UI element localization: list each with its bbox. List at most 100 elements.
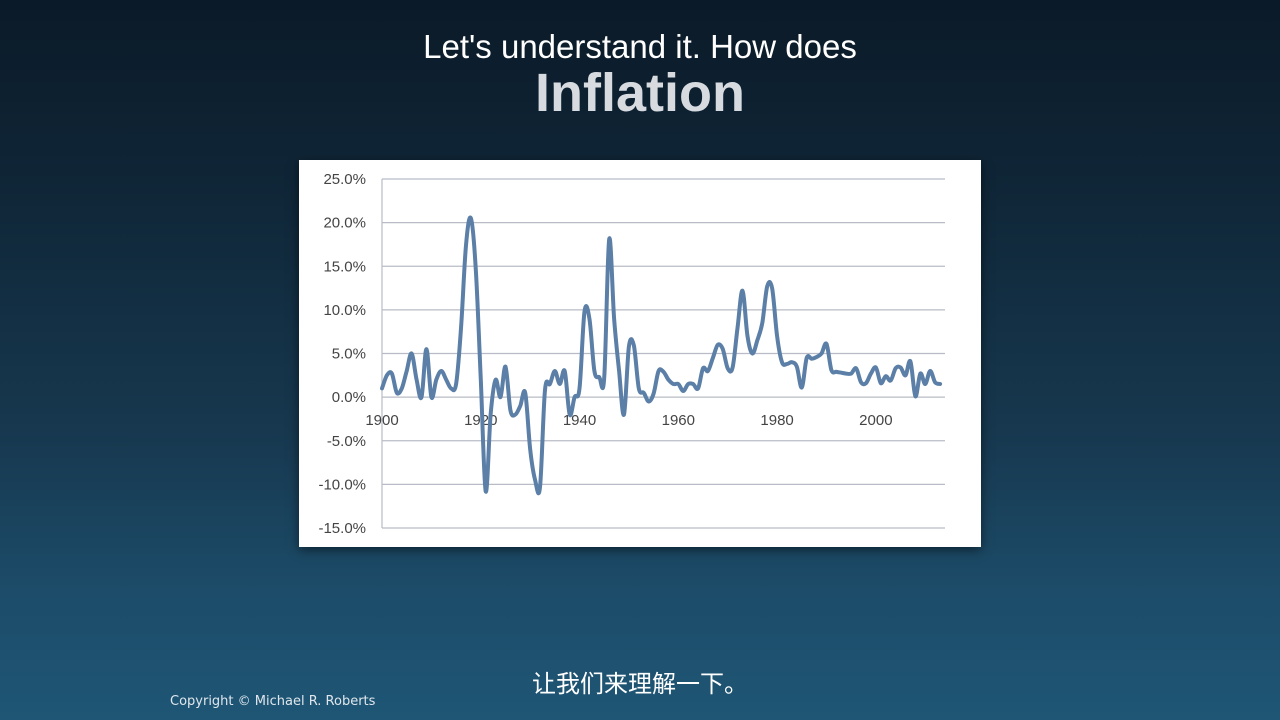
data-point-1923: [494, 379, 496, 381]
data-point-2001: [880, 382, 882, 384]
data-point-1975: [751, 352, 753, 354]
data-point-1990: [825, 343, 827, 345]
data-point-1921: [485, 490, 487, 492]
data-point-1925: [504, 365, 506, 367]
data-point-1939: [573, 396, 575, 398]
data-point-1912: [440, 370, 442, 372]
data-point-1933: [544, 389, 546, 391]
x-tick-label: 1980: [760, 412, 793, 429]
data-point-1984: [796, 365, 798, 367]
data-point-1982: [786, 363, 788, 365]
data-point-1962: [687, 383, 689, 385]
data-point-1935: [554, 370, 556, 372]
data-point-1971: [731, 366, 733, 368]
data-point-2006: [904, 374, 906, 376]
data-point-1936: [559, 383, 561, 385]
data-point-1903: [396, 392, 398, 394]
data-point-1950: [628, 345, 630, 347]
data-point-2005: [899, 366, 901, 368]
data-point-1989: [820, 352, 822, 354]
data-point-1978: [766, 285, 768, 287]
data-point-1917: [465, 244, 467, 246]
data-point-1929: [524, 392, 526, 394]
data-point-1963: [692, 383, 694, 385]
data-point-1979: [771, 287, 773, 289]
video-subtitle: 让我们来理解一下。: [532, 670, 748, 698]
data-point-1993: [840, 372, 842, 374]
data-point-1919: [475, 269, 477, 271]
y-tick-label: 10.0%: [323, 302, 366, 319]
data-point-1931: [534, 479, 536, 481]
data-point-1908: [420, 396, 422, 398]
data-point-2007: [909, 360, 911, 362]
data-point-1944: [598, 376, 600, 378]
data-point-1973: [741, 290, 743, 292]
data-point-1972: [736, 326, 738, 328]
data-point-1955: [652, 392, 654, 394]
data-point-1926: [509, 409, 511, 411]
data-point-1907: [415, 379, 417, 381]
data-point-1932: [539, 486, 541, 488]
y-tick-label: 0.0%: [332, 389, 366, 406]
data-point-1943: [593, 370, 595, 372]
y-tick-label: 15.0%: [323, 258, 366, 275]
data-point-1983: [791, 361, 793, 363]
data-point-1924: [499, 396, 501, 398]
data-point-1937: [564, 370, 566, 372]
data-point-1988: [815, 356, 817, 358]
y-tick-label: -10.0%: [318, 476, 366, 493]
data-point-1957: [662, 371, 664, 373]
data-point-1934: [549, 383, 551, 385]
data-point-1961: [682, 390, 684, 392]
slide-title-main: Inflation: [535, 63, 745, 123]
data-point-1900: [381, 387, 383, 389]
data-point-1911: [435, 379, 437, 381]
data-point-2008: [914, 395, 916, 397]
data-point-1953: [643, 392, 645, 394]
data-point-1967: [712, 357, 714, 359]
data-point-2004: [894, 367, 896, 369]
inflation-chart-panel: 25.0% 20.0% 15.0% 10.0% 5.0% 0.0% -5.0% -10.0% -…: [299, 160, 981, 547]
y-tick-label: 25.0%: [323, 171, 366, 188]
data-point-1906: [410, 352, 412, 354]
data-point-1960: [677, 383, 679, 385]
data-point-1942: [588, 317, 590, 319]
data-point-1995: [850, 372, 852, 374]
data-point-1948: [618, 370, 620, 372]
x-tick-label: 1960: [662, 412, 695, 429]
data-point-1999: [870, 372, 872, 374]
data-point-1958: [667, 379, 669, 381]
data-point-1928: [519, 405, 521, 407]
x-tick-label: 2000: [859, 412, 892, 429]
data-point-1996: [855, 367, 857, 369]
data-point-1951: [633, 344, 635, 346]
data-point-2003: [890, 379, 892, 381]
data-point-1914: [450, 387, 452, 389]
data-point-1930: [529, 448, 531, 450]
data-point-1986: [806, 357, 808, 359]
data-point-2013: [939, 383, 941, 385]
data-point-1987: [811, 358, 813, 360]
y-tick-label: -5.0%: [327, 433, 366, 450]
data-point-1981: [781, 361, 783, 363]
data-point-1920: [480, 379, 482, 381]
data-point-1977: [761, 322, 763, 324]
data-point-1992: [835, 371, 837, 373]
data-point-1954: [648, 400, 650, 402]
data-point-1980: [776, 335, 778, 337]
data-point-1905: [406, 370, 408, 372]
data-point-1956: [657, 370, 659, 372]
data-point-1941: [583, 310, 585, 312]
slide-title-line1: Let's understand it. How does: [423, 28, 857, 65]
data-point-1927: [514, 413, 516, 415]
y-tick-label: -15.0%: [318, 520, 366, 537]
data-point-1998: [865, 382, 867, 384]
data-point-1994: [845, 372, 847, 374]
data-point-1918: [470, 217, 472, 219]
data-point-1952: [638, 387, 640, 389]
data-point-1915: [455, 383, 457, 385]
data-point-1945: [603, 377, 605, 379]
data-point-1913: [445, 379, 447, 381]
data-point-1946: [608, 238, 610, 240]
data-point-1904: [401, 387, 403, 389]
